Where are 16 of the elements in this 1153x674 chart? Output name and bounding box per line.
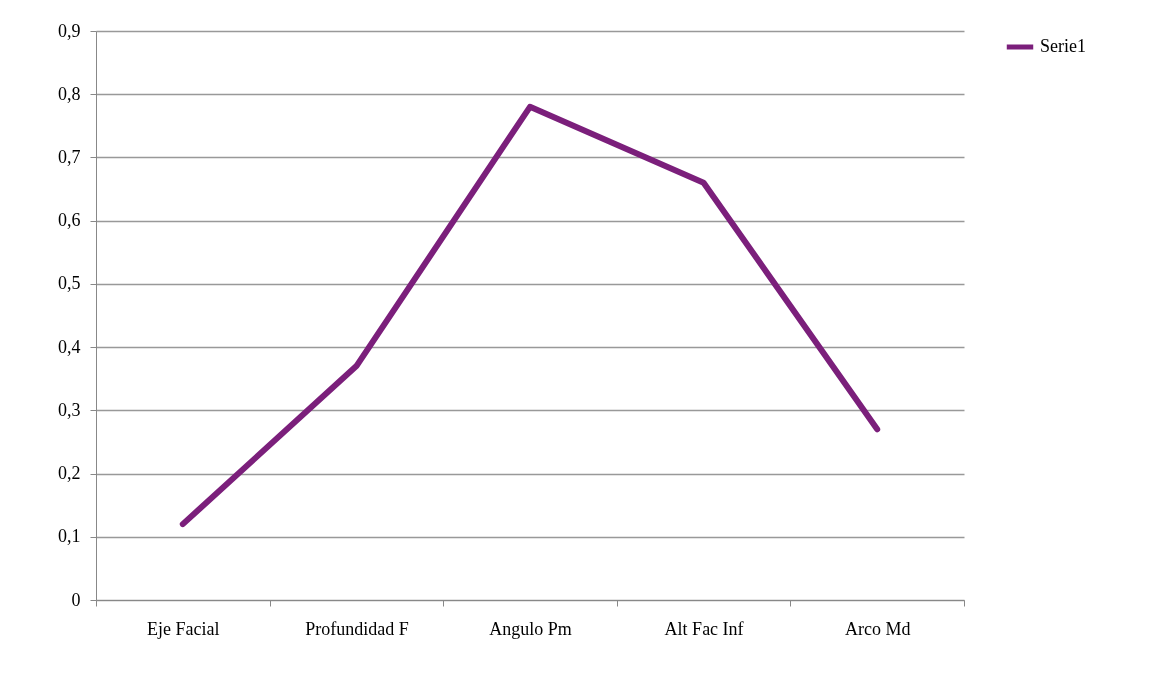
y-tick-label: 0,5: [58, 273, 81, 294]
x-tick-label: Angulo Pm: [489, 618, 572, 639]
y-tick-label: 0,9: [58, 20, 81, 41]
y-tick-label: 0,2: [58, 463, 81, 484]
y-tick-label: 0,6: [58, 210, 81, 231]
y-tick-label: 0,3: [58, 399, 81, 420]
y-tick-label: 0,7: [58, 146, 81, 167]
x-tick-label: Profundidad F: [305, 618, 409, 639]
x-tick-label: Eje Facial: [147, 618, 220, 639]
y-tick-label: 0,1: [58, 526, 81, 547]
y-tick-label: 0,8: [58, 83, 81, 104]
x-tick-label: Arco Md: [844, 618, 911, 639]
y-tick-label: 0,4: [58, 336, 81, 357]
x-tick-label: Alt Fac Inf: [664, 618, 744, 639]
y-tick-label: 0: [71, 589, 81, 610]
legend-label: Serie1: [1040, 36, 1086, 56]
